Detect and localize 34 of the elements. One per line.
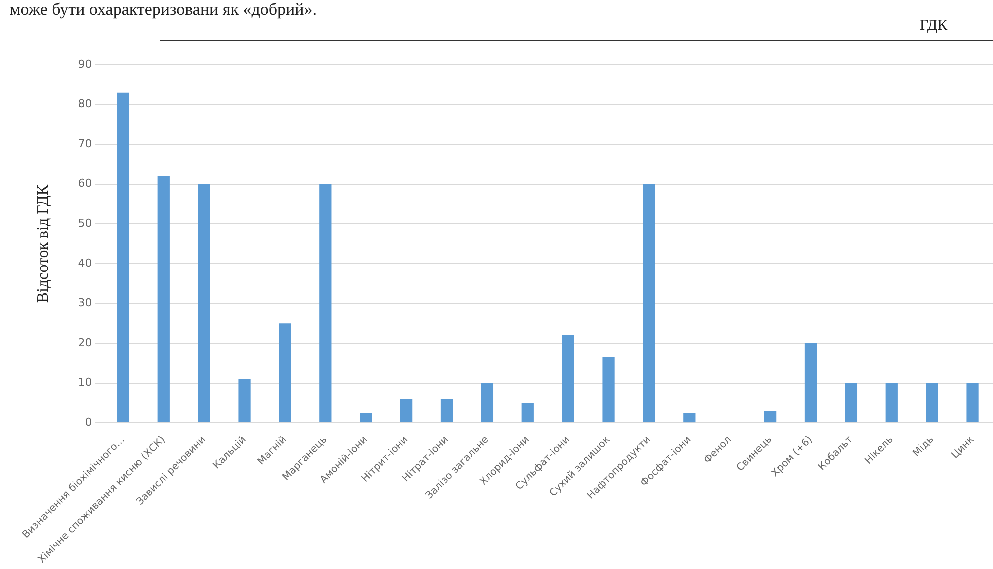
bar — [279, 324, 292, 423]
bar — [926, 383, 938, 423]
bar — [238, 379, 251, 423]
y-tick-label: 80 — [78, 98, 92, 111]
y-tick-label: 50 — [78, 217, 92, 230]
bar — [320, 184, 332, 423]
bar — [643, 184, 656, 423]
y-tick-label: 60 — [78, 177, 92, 190]
y-tick-label: 70 — [78, 137, 92, 150]
bar — [440, 399, 454, 423]
y-axis-title: Відсоток від ГДК — [34, 184, 52, 304]
bar — [886, 383, 898, 423]
bar — [198, 184, 210, 423]
bar — [360, 413, 372, 423]
y-tick-label: 40 — [78, 256, 92, 270]
bar — [481, 383, 494, 423]
y-tick-label: 90 — [78, 58, 92, 71]
y-tick-label: 20 — [78, 336, 92, 350]
chart-title: ГДК — [920, 18, 948, 35]
bar — [522, 403, 534, 423]
bar — [562, 336, 574, 423]
y-tick-label: 10 — [78, 376, 92, 390]
bar — [764, 411, 777, 423]
y-tick-label: 0 — [85, 416, 92, 429]
bar — [966, 383, 979, 423]
bar — [684, 413, 696, 423]
text: може бути охарактеризовани як «добрий». — [10, 0, 317, 20]
y-tick-label: 30 — [78, 296, 92, 310]
bar — [845, 383, 858, 423]
bar — [400, 399, 413, 423]
bar — [117, 92, 130, 423]
bar — [158, 176, 170, 423]
bar — [602, 357, 615, 423]
bar — [804, 343, 818, 423]
